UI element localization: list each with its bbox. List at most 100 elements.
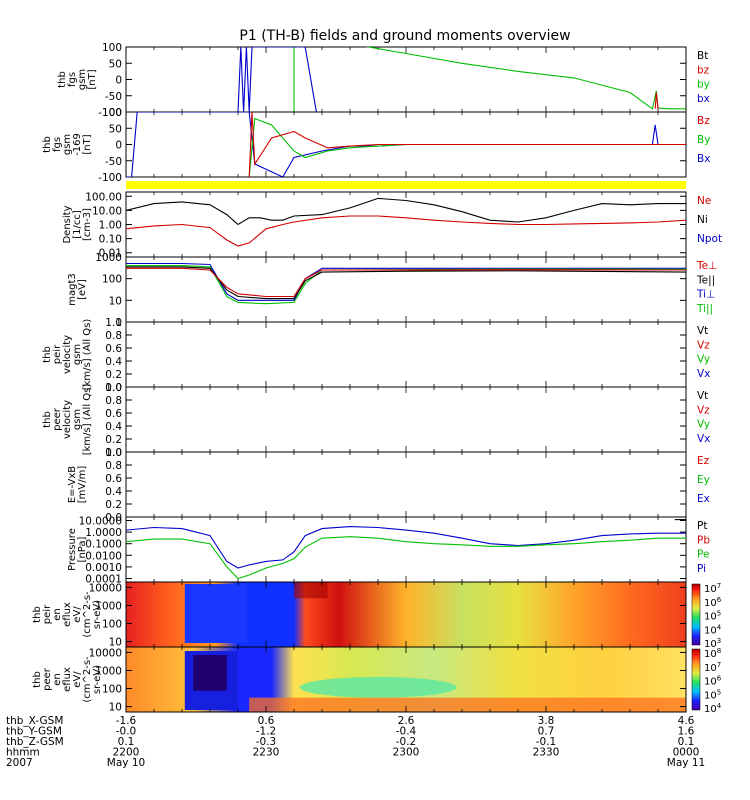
y-axis-label: peir bbox=[42, 604, 53, 624]
legend-entry: Ti|| bbox=[696, 303, 713, 315]
x-axis-value: 0.6 bbox=[258, 715, 275, 727]
legend-entry: Vy bbox=[697, 354, 710, 366]
y-axis-label: velocity bbox=[62, 400, 73, 439]
x-axis-value: 0.1 bbox=[118, 736, 135, 748]
x-axis-row-label: thb_X-GSM bbox=[6, 715, 63, 727]
x-axis-value: 0.1 bbox=[678, 736, 695, 748]
y-axis-label: magt3 bbox=[67, 273, 78, 306]
series-line-Te|| bbox=[126, 266, 686, 300]
legend-entry: Bt bbox=[697, 50, 708, 62]
y-tick-label: 100 bbox=[102, 684, 122, 696]
legend-entry: Vz bbox=[697, 404, 710, 416]
colorbar-label: 105 bbox=[704, 610, 721, 623]
legend-entry: Te⊥ bbox=[696, 260, 717, 272]
series-group bbox=[237, 47, 686, 112]
colorbar-label: 107 bbox=[704, 661, 721, 674]
x-axis-value: -0.0 bbox=[116, 726, 137, 738]
y-axis-label: gsm bbox=[62, 134, 73, 155]
legend-entry: Vt bbox=[697, 390, 708, 402]
colorbar-label: 108 bbox=[704, 647, 721, 660]
series-line-Pe bbox=[126, 536, 686, 580]
series-group bbox=[126, 112, 686, 177]
y-axis-label: thb bbox=[32, 606, 43, 623]
y-axis-label: thb bbox=[42, 346, 53, 363]
y-tick-label: 0.1000 bbox=[85, 539, 122, 551]
legend-entry: Vy bbox=[697, 419, 710, 431]
y-tick-label: 100 bbox=[102, 42, 122, 54]
legend-entry: bz bbox=[697, 64, 710, 76]
y-tick-label: 100 bbox=[102, 619, 122, 631]
y-axis-label: eflux bbox=[62, 667, 73, 692]
y-tick-label: 10000 bbox=[89, 647, 122, 659]
x-axis-value: -0.4 bbox=[396, 726, 417, 738]
y-axis-label: eV/ bbox=[72, 606, 83, 623]
x-axis-value: -0.1 bbox=[536, 736, 557, 748]
y-axis-label: (cm^2-s- bbox=[82, 656, 93, 703]
y-axis-label: thb bbox=[32, 671, 43, 688]
y-axis-label: sr-eV) bbox=[92, 600, 103, 629]
y-axis-label: [nPa] bbox=[77, 536, 88, 562]
legend-entry: Ez bbox=[697, 455, 710, 467]
y-tick-label: 10.00 bbox=[92, 205, 122, 217]
y-axis-label: Pressure bbox=[67, 528, 78, 571]
panel-fgs2: 100 50 0 -50 -100 thb fgs gsm -169 [nT] Bz By Bx bbox=[42, 107, 710, 184]
legend-entry: Vx bbox=[697, 433, 710, 445]
x-axis-value: -1.2 bbox=[256, 726, 277, 738]
y-tick-label: 0.0 bbox=[105, 512, 122, 524]
y-tick-label: 0.0001 bbox=[85, 574, 122, 586]
legend-entry: Npot bbox=[697, 233, 722, 245]
legend-entry: Pi bbox=[697, 563, 706, 575]
y-tick-label: 10.0000 bbox=[79, 515, 122, 527]
y-tick-label: 0.2 bbox=[105, 499, 122, 511]
y-axis-label: velocity bbox=[62, 335, 73, 374]
y-tick-label: 0.0010 bbox=[85, 562, 122, 574]
legend-entry: Bx bbox=[697, 153, 710, 165]
y-tick-label: 1.0 bbox=[105, 317, 122, 329]
x-axis-value: 4.6 bbox=[678, 715, 695, 727]
y-axis-label: thb bbox=[57, 71, 68, 88]
x-axis-value: -0.3 bbox=[256, 736, 277, 748]
y-tick-label: 0.4 bbox=[105, 486, 122, 498]
panel-frame bbox=[125, 321, 687, 388]
x-axis-value: 2200 bbox=[113, 747, 140, 759]
y-axis-label: eV/ bbox=[72, 671, 83, 688]
y-axis-label: Density bbox=[62, 205, 73, 243]
legend-entry: Ti⊥ bbox=[696, 289, 715, 301]
y-tick-label: 1.0 bbox=[105, 447, 122, 459]
y-tick-label: 10000 bbox=[89, 582, 122, 594]
y-axis-label: gsm bbox=[72, 409, 83, 430]
y-tick-label: -50 bbox=[105, 156, 122, 168]
x-axis-value: 2.6 bbox=[398, 715, 415, 727]
y-axis-label: peer bbox=[52, 407, 63, 431]
x-axis-value: 2300 bbox=[393, 747, 420, 759]
y-tick-label: 1.0 bbox=[105, 382, 122, 394]
legend-entry: Ni bbox=[697, 214, 708, 226]
y-tick-label: 0.0100 bbox=[85, 550, 122, 562]
y-axis-label: peer bbox=[42, 667, 53, 691]
y-axis-label: [km/s] (All Qs) bbox=[82, 319, 93, 391]
panel-frame bbox=[125, 191, 687, 258]
series-group bbox=[126, 519, 686, 580]
y-tick-label: 50 bbox=[109, 58, 122, 70]
y-tick-label: 0.01 bbox=[99, 248, 122, 260]
y-axis-label: [nT] bbox=[87, 69, 98, 89]
y-axis-label: [mV/m] bbox=[77, 466, 88, 504]
panel-density: 100.00 10.00 1.00 0.10 0.01 Density [1/cc] [cm-… bbox=[62, 191, 722, 259]
y-tick-label: 0.4 bbox=[105, 421, 122, 433]
y-tick-label: 1000 bbox=[95, 665, 122, 677]
series-line-Te⊥ bbox=[126, 267, 686, 298]
panel-fgs: 100 50 0 -50 -100 thb fgs gsm [nT] Bt bz by bx bbox=[57, 42, 710, 119]
y-axis-label: -169 bbox=[72, 133, 83, 156]
y-axis-label: E=-VxB bbox=[67, 466, 78, 503]
panel-frame bbox=[125, 386, 687, 453]
series-group bbox=[126, 262, 686, 305]
y-axis-label: gsm bbox=[72, 344, 83, 365]
panel-frame bbox=[125, 516, 687, 583]
spectrogram-low-energy-band bbox=[249, 697, 686, 712]
y-axis-label: [cm-3] bbox=[82, 208, 93, 241]
x-axis-row-label: hhmm bbox=[6, 747, 40, 759]
y-tick-label: 0.6 bbox=[105, 473, 122, 485]
